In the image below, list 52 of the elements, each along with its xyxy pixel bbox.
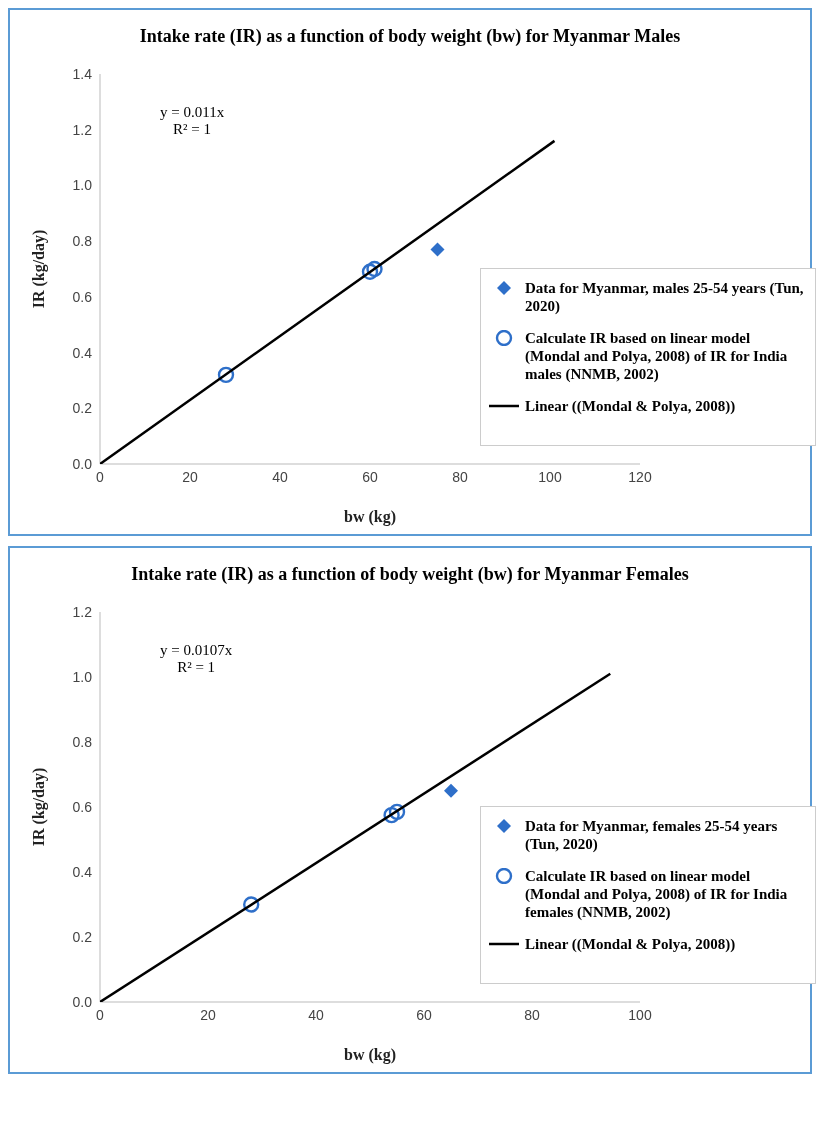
x-tick-label: 0 bbox=[96, 468, 105, 485]
y-tick-label: 0.6 bbox=[72, 798, 93, 815]
chart-title: Intake rate (IR) as a function of body weight (bw) for Myanmar Males bbox=[138, 25, 682, 48]
y-tick-label: 1.0 bbox=[72, 177, 93, 194]
x-tick-label: 60 bbox=[362, 468, 378, 485]
legend-label: Calculate IR based on linear model (Mondal and Polya, 2008) of IR for India males (NNMB, 2002) bbox=[525, 329, 789, 383]
y-tick-label: 0.6 bbox=[72, 288, 93, 305]
legend-label: Data for Myanmar, females 25-54 years (Tun, 2020) bbox=[525, 817, 779, 853]
y-tick-label: 0.4 bbox=[72, 344, 93, 361]
legend-label: Linear ((Mondal & Polya, 2008)) bbox=[525, 397, 736, 415]
y-tick-label: 1.0 bbox=[72, 668, 93, 685]
point bbox=[361, 263, 379, 280]
legend-label: Data for Myanmar, males 25-54 years (Tun, 2020) bbox=[525, 279, 805, 315]
point bbox=[388, 803, 406, 821]
point bbox=[366, 260, 383, 278]
y-tick-label: 0.8 bbox=[72, 233, 93, 250]
x-tick-label: 20 bbox=[200, 1006, 216, 1023]
y-tick-label: 1.4 bbox=[72, 65, 93, 82]
x-axis-title: bw (kg) bbox=[343, 508, 397, 526]
x-tick-label: 60 bbox=[416, 1006, 432, 1023]
point bbox=[430, 242, 445, 257]
x-axis-title: bw (kg) bbox=[343, 1046, 397, 1064]
annotation: R² = 1 bbox=[176, 659, 217, 676]
y-tick-label: 0.2 bbox=[72, 928, 93, 945]
y-axis-title: IR (kg/day) bbox=[29, 229, 48, 309]
y-axis-title: IR (kg/day) bbox=[29, 767, 48, 847]
point bbox=[444, 783, 458, 798]
y-tick-label: 1.2 bbox=[72, 603, 93, 620]
chart-title: Intake rate (IR) as a function of body weight (bw) for Myanmar Females bbox=[130, 563, 690, 586]
y-tick-label: 1.2 bbox=[72, 121, 93, 138]
x-tick-label: 100 bbox=[628, 1006, 652, 1023]
annotation: R² = 1 bbox=[172, 121, 213, 138]
x-tick-label: 80 bbox=[524, 1006, 540, 1023]
legend-label: Linear ((Mondal & Polya, 2008)) bbox=[525, 935, 736, 953]
y-tick-label: 0.2 bbox=[72, 400, 93, 417]
point bbox=[243, 896, 260, 913]
x-tick-label: 100 bbox=[538, 468, 562, 485]
y-tick-label: 0.8 bbox=[72, 733, 93, 750]
point bbox=[383, 806, 400, 824]
annotation: y = 0.0107x bbox=[160, 642, 233, 659]
y-tick-label: 0.0 bbox=[72, 455, 93, 472]
x-tick-label: 40 bbox=[308, 1006, 324, 1023]
y-tick-label: 0.4 bbox=[72, 863, 93, 880]
x-tick-label: 0 bbox=[96, 1006, 105, 1023]
x-tick-label: 120 bbox=[628, 468, 652, 485]
point bbox=[217, 366, 235, 384]
x-tick-label: 80 bbox=[452, 468, 468, 485]
annotation: y = 0.011x bbox=[160, 104, 225, 121]
x-tick-label: 40 bbox=[272, 468, 288, 485]
y-tick-label: 0.0 bbox=[72, 993, 93, 1010]
x-tick-label: 20 bbox=[182, 468, 198, 485]
legend-label: Calculate IR based on linear model (Mondal and Polya, 2008) of IR for India females (NNMB, 2002) bbox=[525, 867, 789, 921]
